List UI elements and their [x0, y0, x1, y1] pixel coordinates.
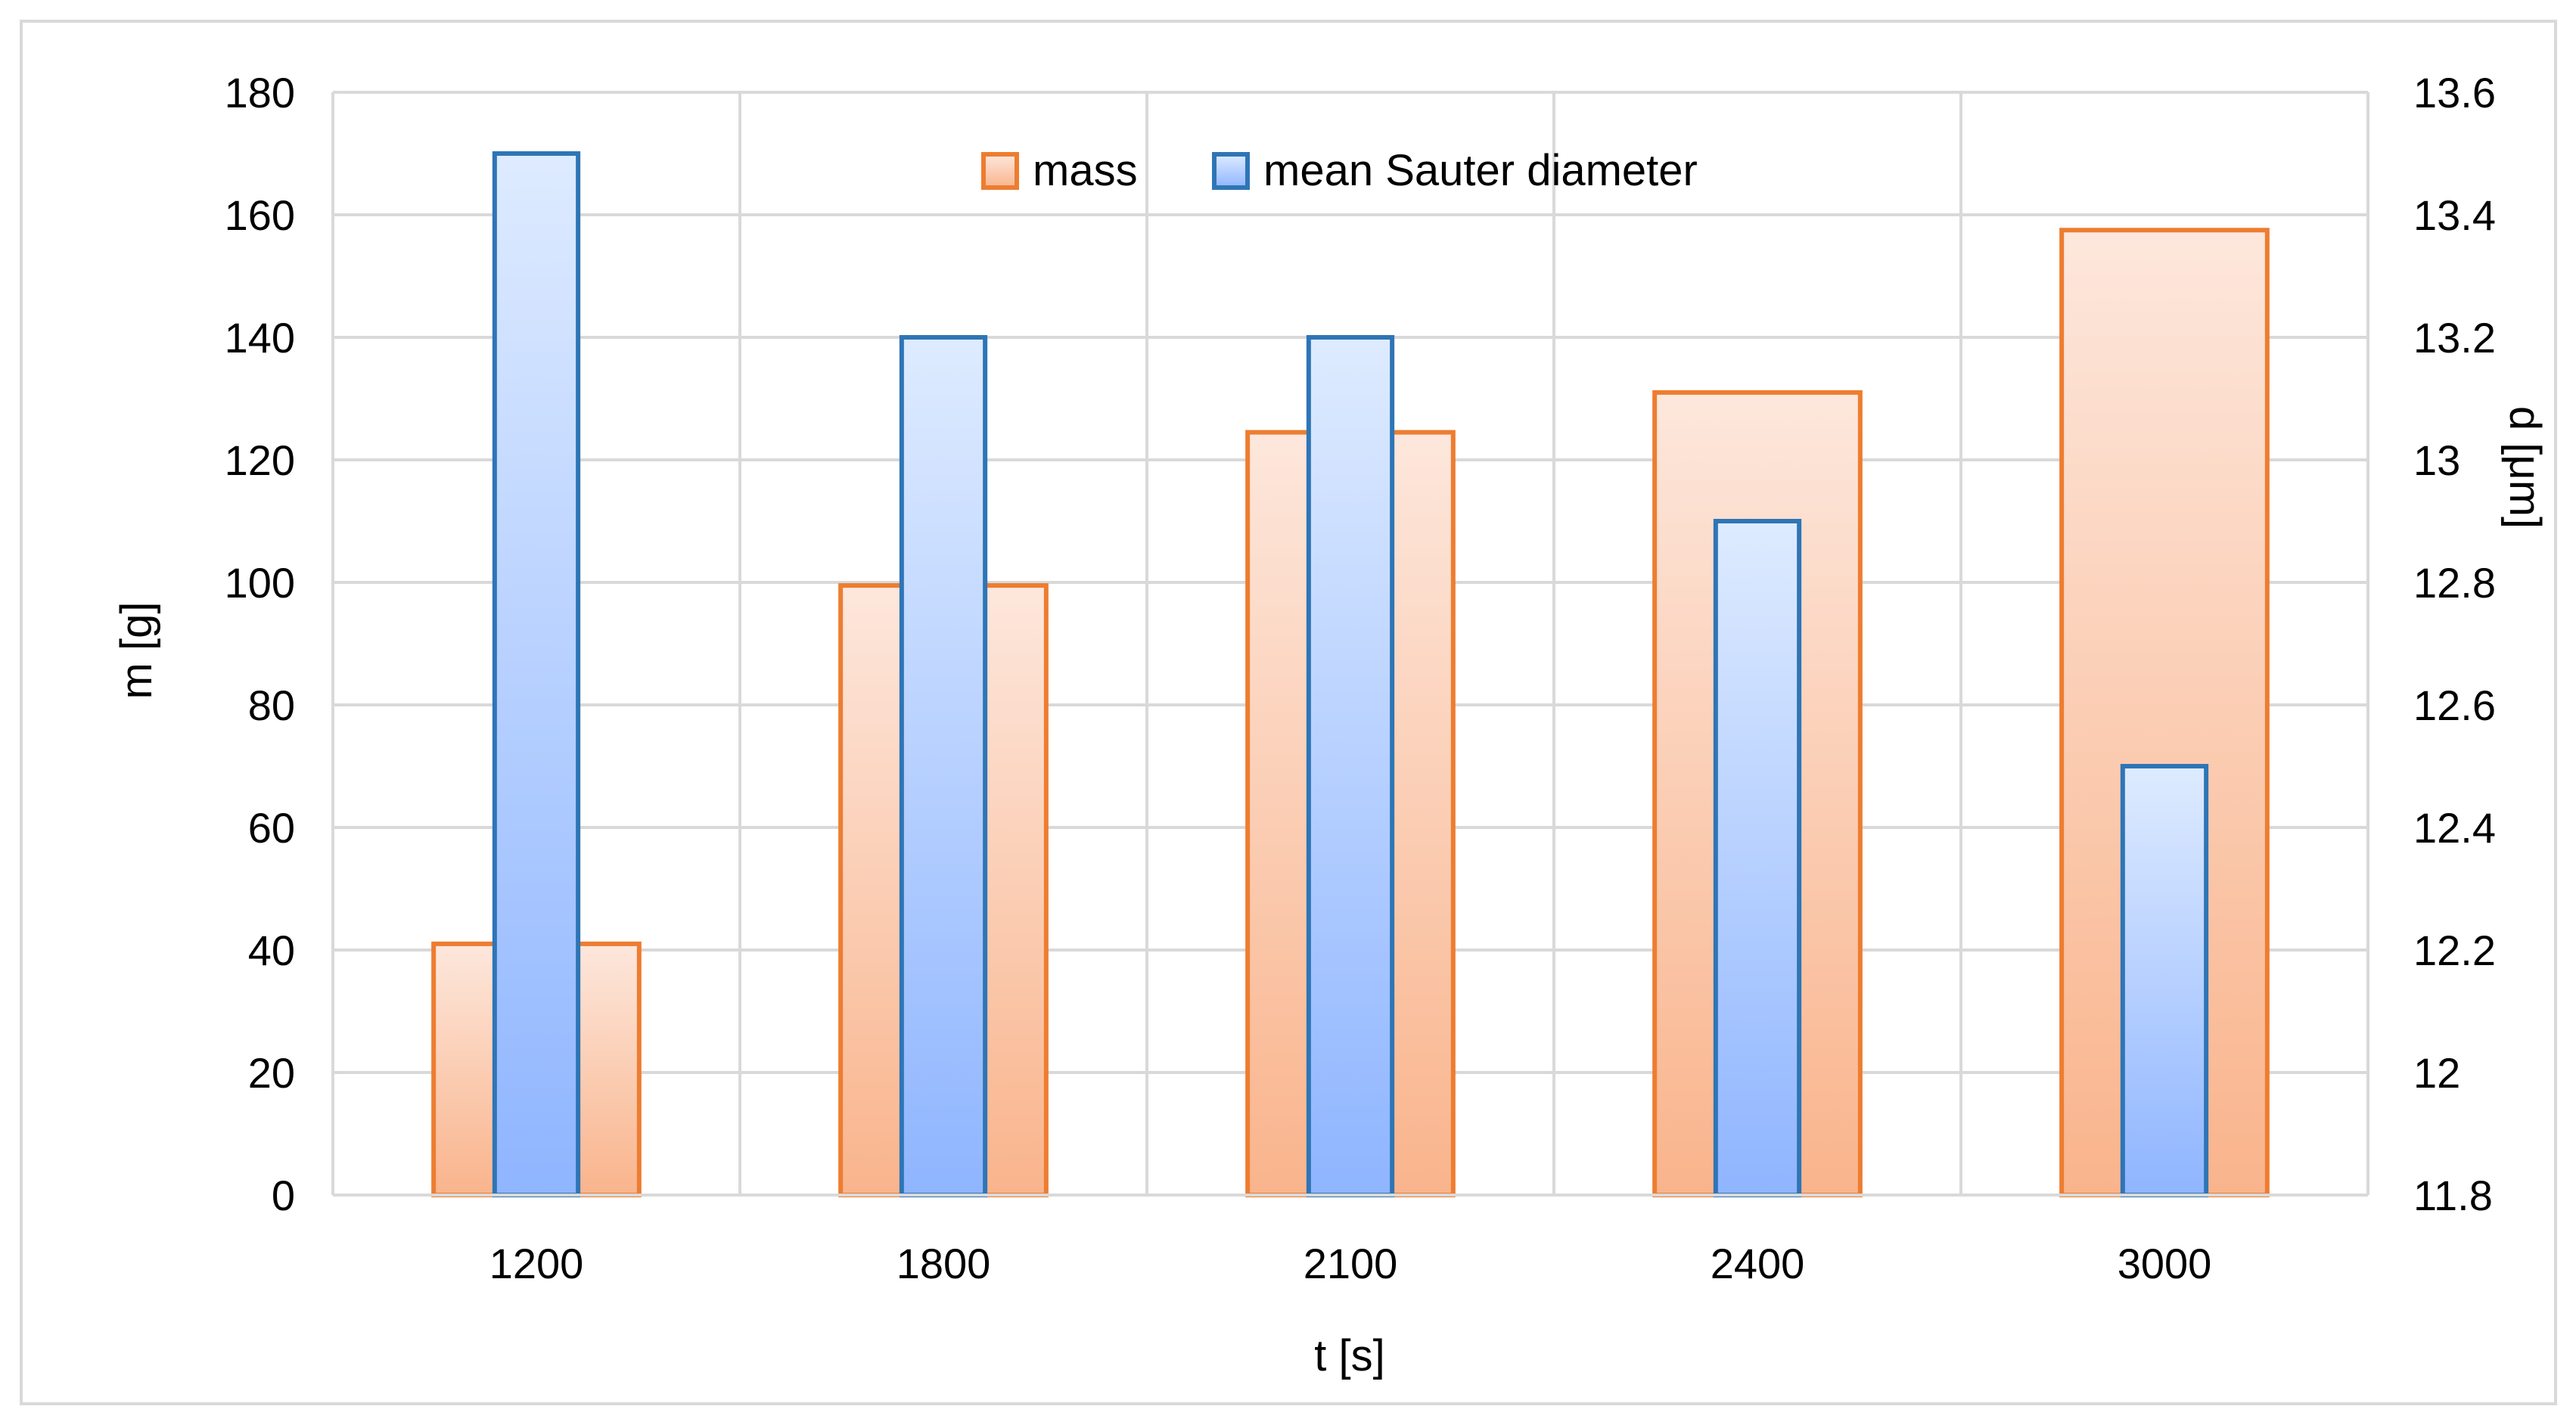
y2-tick-label: 12.8: [2413, 559, 2496, 607]
x-tick-label: 2100: [1304, 1240, 1398, 1287]
bar-diameter: [2120, 764, 2209, 1197]
y2-tick-label: 11.8: [2413, 1172, 2493, 1219]
bar-diameter: [492, 151, 581, 1197]
legend-swatch-diameter: [1212, 152, 1250, 190]
y2-axis-title: d [μm]: [2500, 406, 2550, 529]
y2-tick-label: 13.6: [2413, 69, 2496, 116]
y2-tick-label: 13: [2413, 436, 2460, 484]
y-tick-label: 40: [248, 927, 295, 974]
y-tick-label: 0: [272, 1172, 295, 1219]
bar-diameter: [1306, 335, 1395, 1197]
legend: mass mean Sauter diameter: [981, 146, 1698, 195]
legend-label-diameter: mean Sauter diameter: [1263, 146, 1698, 195]
y-axis-title: m [g]: [112, 602, 161, 700]
legend-label-mass: mass: [1033, 146, 1138, 195]
y2-tick-label: 13.4: [2413, 191, 2496, 239]
y2-tick-label: 12.4: [2413, 804, 2496, 852]
y2-tick-label: 12: [2413, 1049, 2460, 1097]
x-tick-label: 1800: [896, 1240, 991, 1287]
bar-diameter: [1713, 519, 1802, 1197]
bar-diameter: [899, 335, 988, 1197]
x-tick-label: 3000: [2118, 1240, 2212, 1287]
y-tick-label: 80: [248, 681, 295, 729]
y2-tick-label: 13.2: [2413, 314, 2496, 362]
x-tick-label: 2400: [1711, 1240, 1805, 1287]
legend-swatch-mass: [981, 152, 1019, 190]
y-tick-label: 160: [225, 191, 295, 239]
y-tick-label: 100: [225, 559, 295, 607]
x-axis-title: t [s]: [1314, 1331, 1384, 1380]
bars: [431, 151, 2270, 1198]
x-tick-label: 1200: [489, 1240, 584, 1287]
y2-tick-label: 12.2: [2413, 927, 2496, 974]
y-tick-label: 20: [248, 1049, 295, 1097]
y-tick-label: 180: [225, 69, 295, 116]
y-tick-label: 120: [225, 436, 295, 484]
y-tick-label: 140: [225, 314, 295, 362]
y2-tick-label: 12.6: [2413, 681, 2496, 729]
y-tick-label: 60: [248, 804, 295, 852]
axes: 0 11.8 20 12 40 12.2 60 12.4 80 12.6 100 12.8 120 13 1…: [225, 69, 2496, 1287]
